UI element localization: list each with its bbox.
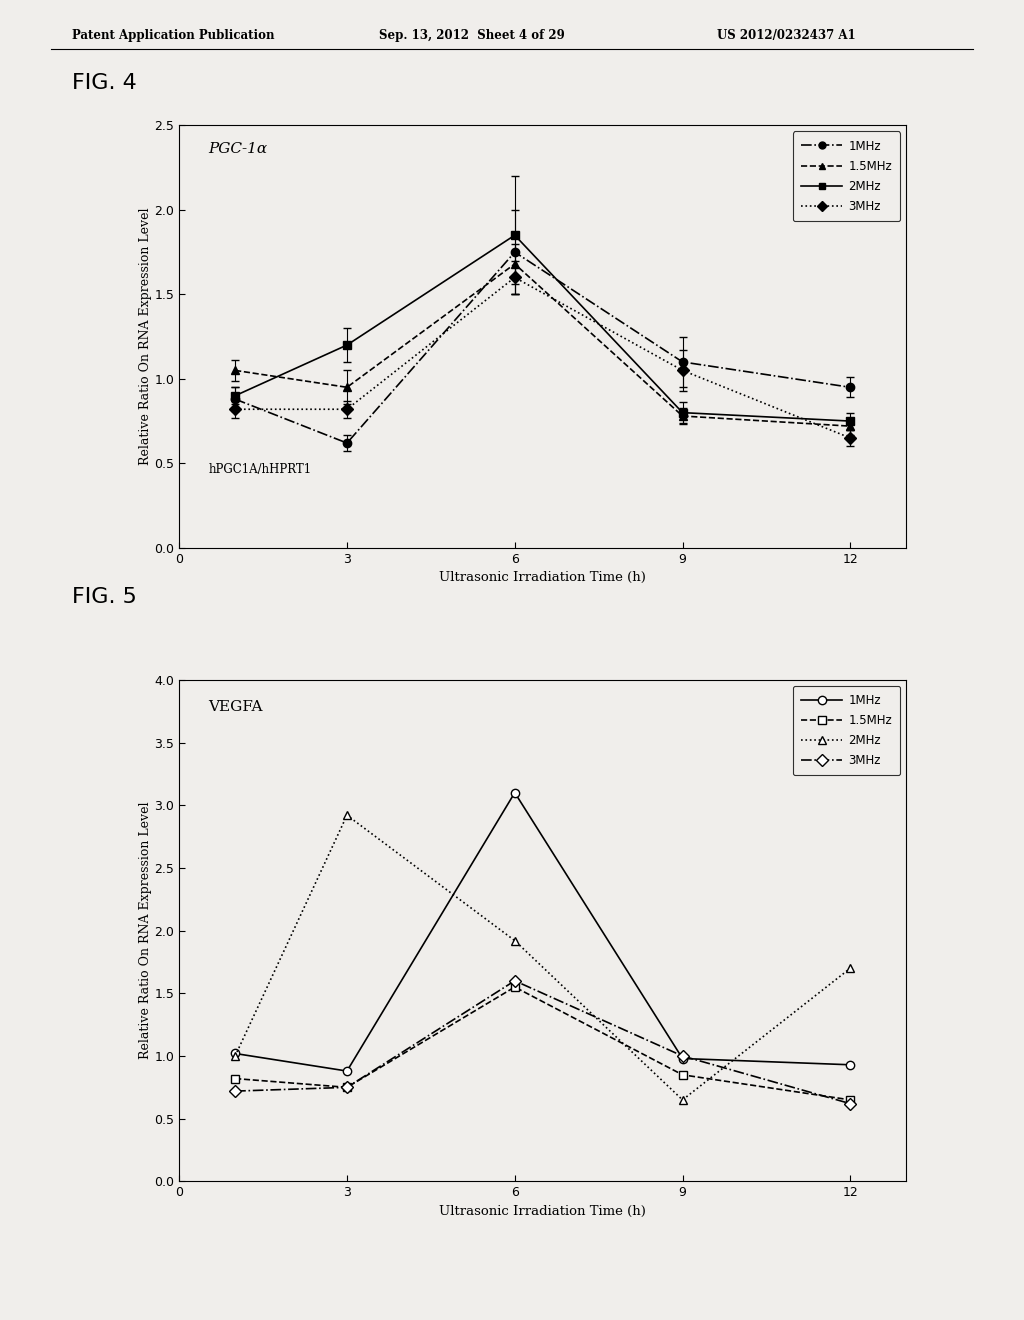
Text: VEGFA: VEGFA xyxy=(208,700,263,714)
1MHz xyxy=(677,1051,689,1067)
X-axis label: Ultrasonic Irradiation Time (h): Ultrasonic Irradiation Time (h) xyxy=(439,572,646,585)
Line: 1MHz: 1MHz xyxy=(231,788,854,1076)
1.5MHz xyxy=(509,979,521,995)
1MHz xyxy=(229,1045,242,1061)
2MHz xyxy=(229,1048,242,1064)
Text: US 2012/0232437 A1: US 2012/0232437 A1 xyxy=(717,29,855,42)
2MHz xyxy=(844,961,856,977)
X-axis label: Ultrasonic Irradiation Time (h): Ultrasonic Irradiation Time (h) xyxy=(439,1205,646,1218)
Y-axis label: Relative Ratio On RNA Expression Level: Relative Ratio On RNA Expression Level xyxy=(138,801,152,1060)
3MHz xyxy=(229,1084,242,1100)
1MHz xyxy=(844,1057,856,1073)
Text: Patent Application Publication: Patent Application Publication xyxy=(72,29,274,42)
1.5MHz xyxy=(341,1080,353,1096)
1MHz xyxy=(509,784,521,800)
Text: FIG. 4: FIG. 4 xyxy=(72,73,136,92)
Y-axis label: Relative Ratio On RNA Expression Level: Relative Ratio On RNA Expression Level xyxy=(138,207,152,466)
1MHz xyxy=(341,1063,353,1078)
3MHz xyxy=(509,973,521,989)
2MHz xyxy=(509,933,521,949)
Legend: 1MHz, 1.5MHz, 2MHz, 3MHz: 1MHz, 1.5MHz, 2MHz, 3MHz xyxy=(793,131,900,220)
1.5MHz xyxy=(677,1067,689,1082)
1.5MHz xyxy=(229,1071,242,1086)
Line: 1.5MHz: 1.5MHz xyxy=(231,983,854,1104)
Line: 3MHz: 3MHz xyxy=(231,977,854,1107)
Text: FIG. 5: FIG. 5 xyxy=(72,587,136,607)
Legend: 1MHz, 1.5MHz, 2MHz, 3MHz: 1MHz, 1.5MHz, 2MHz, 3MHz xyxy=(793,685,900,775)
3MHz xyxy=(844,1096,856,1111)
Line: 2MHz: 2MHz xyxy=(231,810,854,1104)
3MHz xyxy=(677,1048,689,1064)
3MHz xyxy=(341,1080,353,1096)
Text: PGC-1α: PGC-1α xyxy=(208,143,267,156)
2MHz xyxy=(677,1092,689,1107)
Text: hPGC1A/hHPRT1: hPGC1A/hHPRT1 xyxy=(208,463,311,477)
2MHz xyxy=(341,808,353,824)
1.5MHz xyxy=(844,1092,856,1107)
Text: Sep. 13, 2012  Sheet 4 of 29: Sep. 13, 2012 Sheet 4 of 29 xyxy=(379,29,564,42)
